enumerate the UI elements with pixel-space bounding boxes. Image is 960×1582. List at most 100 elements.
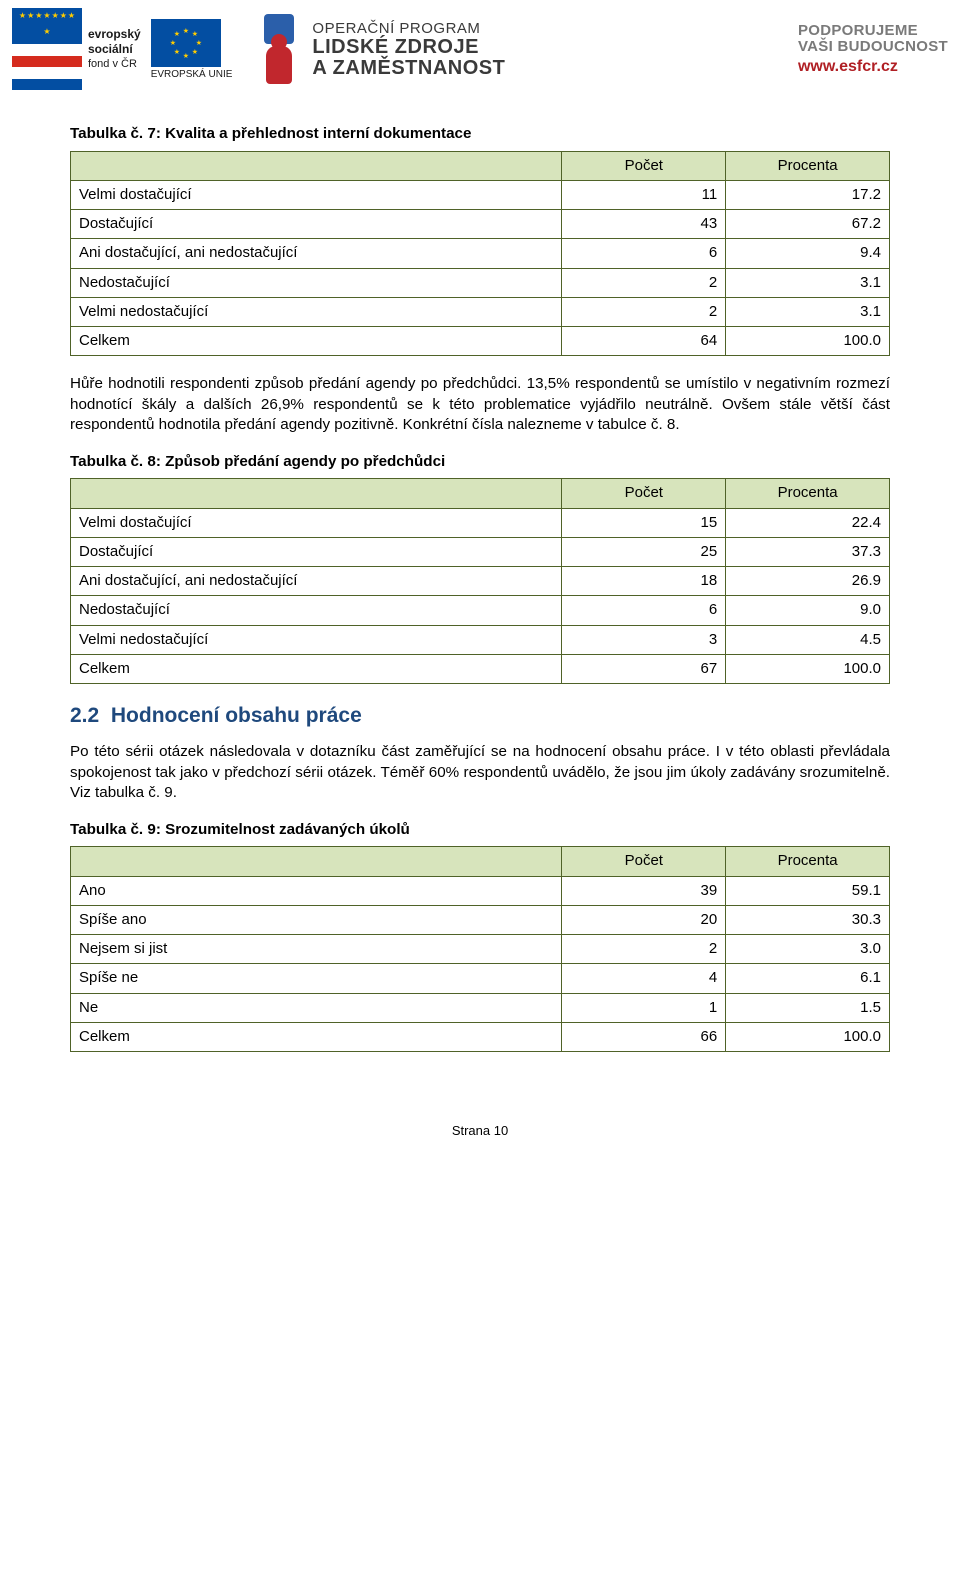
support-line2: VAŠI BUDOUCNOST (798, 39, 948, 56)
table-header-row: Počet Procenta (71, 151, 890, 180)
cell-label: Nedostačující (71, 596, 562, 625)
table-row: Spíše ano2030.3 (71, 905, 890, 934)
esf-logo: ★★★★★★★★ evropský sociální fond v ČR (12, 8, 141, 90)
cell-pct: 1.5 (726, 993, 890, 1022)
cell-label: Velmi nedostačující (71, 297, 562, 326)
section-num: 2.2 (70, 704, 99, 727)
table8: Počet Procenta Velmi dostačující1522.4 D… (70, 478, 890, 684)
cell-count: 25 (562, 537, 726, 566)
table-row: Celkem67100.0 (71, 654, 890, 683)
table9-h0 (71, 847, 562, 876)
cell-pct: 67.2 (726, 210, 890, 239)
cell-pct: 100.0 (726, 327, 890, 356)
cell-count: 3 (562, 625, 726, 654)
cell-pct: 9.4 (726, 239, 890, 268)
cell-label: Spíše ne (71, 964, 562, 993)
table8-title: Tabulka č. 8: Způsob předání agendy po p… (70, 452, 890, 473)
cell-pct: 100.0 (726, 1022, 890, 1051)
table7-title: Tabulka č. 7: Kvalita a přehlednost inte… (70, 124, 890, 145)
eu-label: EVROPSKÁ UNIE (151, 69, 233, 80)
table9-title: Tabulka č. 9: Srozumitelnost zadávaných … (70, 820, 890, 841)
cell-label: Dostačující (71, 537, 562, 566)
table7-h0 (71, 151, 562, 180)
cell-count: 39 (562, 876, 726, 905)
cell-count: 66 (562, 1022, 726, 1051)
esf-line3: fond v ČR (88, 58, 141, 71)
cell-label: Ano (71, 876, 562, 905)
puzzle-icon (250, 14, 306, 84)
cell-pct: 3.0 (726, 935, 890, 964)
table9-h2: Procenta (726, 847, 890, 876)
section-heading: 2.2 Hodnocení obsahu práce (70, 702, 890, 730)
table-row: Velmi dostačující1117.2 (71, 180, 890, 209)
cell-count: 11 (562, 180, 726, 209)
table-row: Velmi nedostačující23.1 (71, 297, 890, 326)
eu-flag-icon: ★★ ★★ ★★ ★★ (151, 19, 221, 67)
table-row: Ne11.5 (71, 993, 890, 1022)
table-row: Spíše ne46.1 (71, 964, 890, 993)
cell-label: Velmi nedostačující (71, 625, 562, 654)
op-line2a: LIDSKÉ ZDROJE (312, 37, 505, 58)
esf-line1: evropský (88, 27, 141, 41)
table-row: Nedostačující23.1 (71, 268, 890, 297)
table-row: Velmi nedostačující34.5 (71, 625, 890, 654)
eu-logo: ★★ ★★ ★★ ★★ EVROPSKÁ UNIE (151, 19, 233, 80)
cell-count: 18 (562, 567, 726, 596)
table-row: Nedostačující69.0 (71, 596, 890, 625)
cell-count: 2 (562, 268, 726, 297)
cell-count: 6 (562, 239, 726, 268)
cell-label: Spíše ano (71, 905, 562, 934)
table9: Počet Procenta Ano3959.1 Spíše ano2030.3… (70, 846, 890, 1052)
cell-count: 1 (562, 993, 726, 1022)
esf-text: evropský sociální fond v ČR (88, 27, 141, 71)
table-row: Dostačující4367.2 (71, 210, 890, 239)
cell-label: Ani dostačující, ani nedostačující (71, 239, 562, 268)
cell-pct: 3.1 (726, 268, 890, 297)
cell-label: Ani dostačující, ani nedostačující (71, 567, 562, 596)
op-logo: OPERAČNÍ PROGRAM LIDSKÉ ZDROJE A ZAMĚSTN… (250, 14, 505, 84)
cell-pct: 26.9 (726, 567, 890, 596)
table7-h1: Počet (562, 151, 726, 180)
cell-label: Velmi dostačující (71, 180, 562, 209)
cell-count: 43 (562, 210, 726, 239)
cell-label: Dostačující (71, 210, 562, 239)
cell-count: 2 (562, 935, 726, 964)
table-header-row: Počet Procenta (71, 847, 890, 876)
cell-label: Celkem (71, 327, 562, 356)
cell-label: Celkem (71, 654, 562, 683)
cell-count: 20 (562, 905, 726, 934)
table8-h2: Procenta (726, 479, 890, 508)
table-row: Dostačující2537.3 (71, 537, 890, 566)
cell-pct: 3.1 (726, 297, 890, 326)
section-title-text: Hodnocení obsahu práce (111, 704, 362, 727)
cell-count: 6 (562, 596, 726, 625)
table-row: Celkem64100.0 (71, 327, 890, 356)
table7-h2: Procenta (726, 151, 890, 180)
page-footer: Strana 10 (70, 1122, 890, 1140)
cell-pct: 30.3 (726, 905, 890, 934)
support-url: www.esfcr.cz (798, 58, 948, 76)
cell-pct: 9.0 (726, 596, 890, 625)
table-header-row: Počet Procenta (71, 479, 890, 508)
table-row: Ano3959.1 (71, 876, 890, 905)
cell-count: 64 (562, 327, 726, 356)
table-row: Ani dostačující, ani nedostačující69.4 (71, 239, 890, 268)
cell-count: 15 (562, 508, 726, 537)
cell-label: Nejsem si jist (71, 935, 562, 964)
table-row: Velmi dostačující1522.4 (71, 508, 890, 537)
cell-count: 2 (562, 297, 726, 326)
cell-count: 67 (562, 654, 726, 683)
esf-line2: sociální (88, 42, 133, 56)
op-line2b: A ZAMĚSTNANOST (312, 58, 505, 79)
esf-flag-icon: ★★★★★★★★ (12, 8, 82, 90)
support-block: PODPORUJEME VAŠI BUDOUCNOST www.esfcr.cz (798, 23, 948, 76)
cell-pct: 17.2 (726, 180, 890, 209)
table-row: Celkem66100.0 (71, 1022, 890, 1051)
table-row: Ani dostačující, ani nedostačující1826.9 (71, 567, 890, 596)
cell-pct: 4.5 (726, 625, 890, 654)
cell-pct: 6.1 (726, 964, 890, 993)
cell-label: Velmi dostačující (71, 508, 562, 537)
cell-pct: 59.1 (726, 876, 890, 905)
op-text: OPERAČNÍ PROGRAM LIDSKÉ ZDROJE A ZAMĚSTN… (312, 20, 505, 79)
paragraph-1: Hůře hodnotili respondenti způsob předán… (70, 374, 890, 436)
